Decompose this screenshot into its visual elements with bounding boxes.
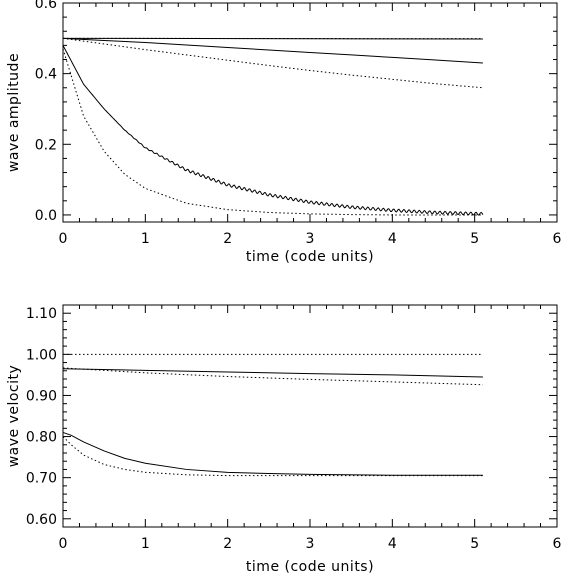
x-tick-label: 1 [141, 231, 150, 247]
series-line-4 [62, 37, 483, 89]
x-tick-label: 2 [223, 536, 232, 552]
series-line-6 [62, 48, 483, 216]
series-line-4 [62, 431, 483, 476]
y-tick-label: 0.60 [26, 512, 57, 528]
x-tick-label: 6 [553, 536, 562, 552]
plot-frame [62, 2, 558, 223]
x-tick-label: 1 [141, 536, 150, 552]
x-axis-title: time (code units) [246, 559, 374, 575]
series-line-3 [62, 367, 483, 386]
x-tick-label: 5 [470, 536, 479, 552]
series-line-1 [62, 37, 483, 40]
x-tick-label: 3 [306, 536, 315, 552]
series-line-3 [62, 37, 483, 64]
series-line-2 [62, 368, 483, 378]
y-axis-title: wave amplitude [6, 53, 22, 172]
series-line-5 [62, 45, 484, 216]
chart-panel-1: 0 1 2 3 4 5 6 0.0 0.2 0.4 0.6 time (code units) wave… [6, 0, 562, 265]
x-tick-label: 4 [388, 536, 397, 552]
y-axis-title: wave velocity [6, 365, 22, 468]
y-tick-label: 0.6 [35, 0, 57, 12]
y-tick-label: 0.0 [35, 208, 57, 224]
y-tick-label: 0.4 [35, 67, 57, 83]
x-tick-label: 3 [306, 231, 315, 247]
x-tick-label: 5 [470, 231, 479, 247]
y-tick-label: 0.90 [26, 388, 57, 404]
x-tick-label: 0 [59, 231, 68, 247]
x-tick-label: 6 [553, 231, 562, 247]
x-axis-title: time (code units) [246, 249, 374, 265]
x-tick-label: 0 [59, 536, 68, 552]
x-tick-label: 2 [223, 231, 232, 247]
plot-frame [62, 304, 558, 528]
y-tick-label: 1.10 [26, 306, 57, 322]
x-tick-label: 4 [388, 231, 397, 247]
y-tick-label: 0.2 [35, 137, 57, 153]
chart-panel-2: 0 1 2 3 4 5 6 0.60 0.70 0.80 0.90 1.00 1.10 time (cod… [6, 304, 562, 575]
y-tick-label: 1.00 [26, 347, 57, 363]
y-tick-label: 0.70 [26, 471, 57, 487]
y-tick-label: 0.80 [26, 430, 57, 446]
series-line-5 [62, 436, 483, 477]
